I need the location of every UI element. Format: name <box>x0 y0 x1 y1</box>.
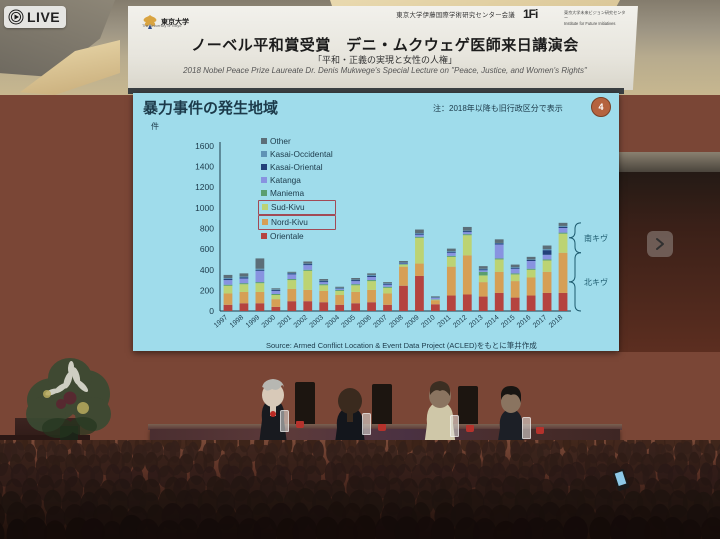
svg-text:2007: 2007 <box>372 314 389 329</box>
svg-text:2002: 2002 <box>293 314 310 329</box>
svg-text:南キヴ: 南キヴ <box>584 233 608 243</box>
svg-text:2006: 2006 <box>356 314 373 329</box>
svg-text:2017: 2017 <box>532 314 549 329</box>
svg-text:2008: 2008 <box>388 314 405 329</box>
svg-text:2003: 2003 <box>309 314 326 329</box>
svg-text:2000: 2000 <box>261 314 278 329</box>
svg-text:1999: 1999 <box>245 314 262 329</box>
svg-text:2011: 2011 <box>437 314 453 329</box>
svg-text:2005: 2005 <box>340 314 357 329</box>
svg-text:2001: 2001 <box>277 314 294 329</box>
svg-text:0: 0 <box>209 306 214 316</box>
svg-text:400: 400 <box>200 265 214 275</box>
svg-text:1000: 1000 <box>195 203 214 213</box>
svg-text:1400: 1400 <box>195 162 214 172</box>
svg-text:2015: 2015 <box>500 314 517 329</box>
svg-text:2012: 2012 <box>452 314 469 329</box>
svg-text:2016: 2016 <box>516 314 533 329</box>
svg-text:1600: 1600 <box>195 141 214 151</box>
svg-text:800: 800 <box>200 224 214 234</box>
svg-text:2018: 2018 <box>548 314 565 329</box>
svg-text:600: 600 <box>200 244 214 254</box>
svg-text:1998: 1998 <box>229 314 246 329</box>
svg-text:2014: 2014 <box>484 314 501 329</box>
svg-text:1200: 1200 <box>195 182 214 192</box>
svg-text:2010: 2010 <box>420 314 437 329</box>
svg-text:2009: 2009 <box>404 314 421 329</box>
svg-text:2013: 2013 <box>468 314 485 329</box>
svg-text:200: 200 <box>200 285 214 295</box>
svg-text:2004: 2004 <box>325 314 342 329</box>
svg-text:1997: 1997 <box>213 314 230 329</box>
svg-text:北キヴ: 北キヴ <box>584 277 608 287</box>
